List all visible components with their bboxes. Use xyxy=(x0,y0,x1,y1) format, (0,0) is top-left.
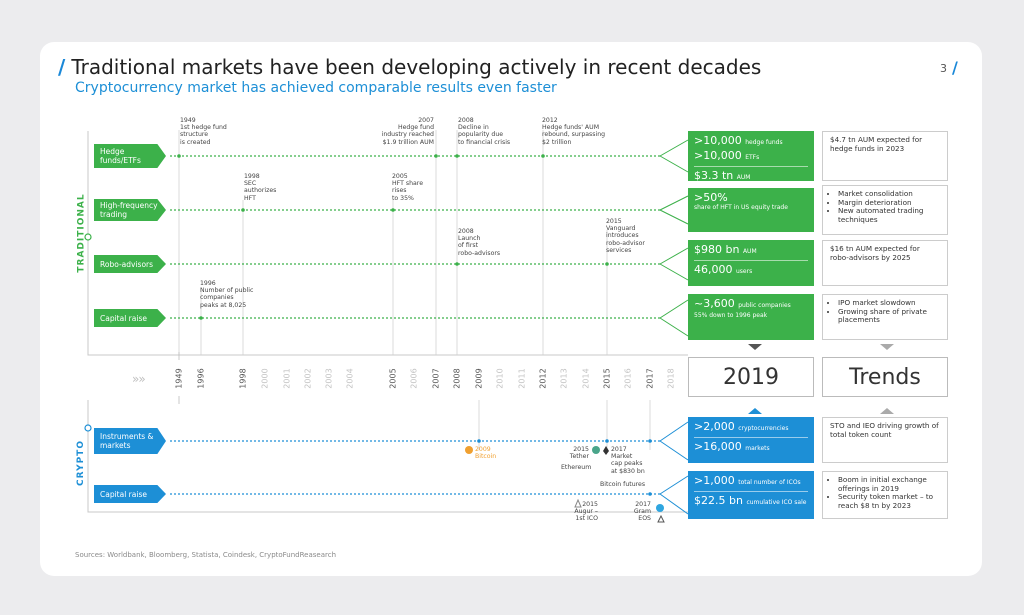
timeline-year: 2009 xyxy=(474,368,484,389)
timeline-year: 1996 xyxy=(196,368,206,389)
sources-footnote: Sources: Worldbank, Bloomberg, Statista,… xyxy=(75,551,337,559)
event-2017-market-cap: 2017 Market cap peaks at $830 bn xyxy=(611,446,645,475)
event-1996-public-companies: 1996 Number of public companies peaks at… xyxy=(200,280,254,309)
timeline-year: 2012 xyxy=(538,368,548,389)
trend-hft: Market consolidationMargin deterioration… xyxy=(822,185,948,235)
timeline-year: 1998 xyxy=(238,368,248,389)
tether-icon xyxy=(592,446,600,454)
timeline-year: 2005 xyxy=(388,368,398,389)
ethereum-icon xyxy=(603,446,609,455)
trend-capital-raise: IPO market slowdownGrowing share of priv… xyxy=(822,294,948,340)
eos-icon xyxy=(657,514,665,523)
section-crypto-label: CRYPTO xyxy=(75,440,86,486)
summary-capital-raise: ~3,600 public companies 55% down to 1996… xyxy=(688,294,814,340)
header-trends: Trends xyxy=(822,357,948,397)
row-instruments-markets: Instruments & markets xyxy=(94,428,166,454)
timeline-year: 2017 xyxy=(645,368,655,389)
augur-icon xyxy=(574,498,582,508)
event-2015-tether: 2015 Tether xyxy=(569,446,589,461)
header-2019: 2019 xyxy=(688,357,814,397)
timeline-year: 2008 xyxy=(452,368,462,389)
timeline-year: 2010 xyxy=(495,368,505,389)
timeline-year: 2018 xyxy=(666,368,676,389)
timeline-year: 2016 xyxy=(623,368,633,389)
timeline-year: 2015 xyxy=(602,368,612,389)
event-bitcoin-futures: Bitcoin futures xyxy=(600,481,646,488)
title-slash-icon: / xyxy=(58,55,66,79)
row-capital-raise-crypto: Capital raise xyxy=(94,485,166,503)
timeline-year: 1949 xyxy=(174,368,184,389)
summary-hedge-funds: >10,000 hedge funds >10,000 ETFs $3.3 tn… xyxy=(688,131,814,182)
page-number: 3 xyxy=(940,62,947,75)
timeline-year: 2002 xyxy=(303,368,313,389)
event-2007-hedge-aum: 2007 Hedge fund industry reached $1.9 tr… xyxy=(381,117,434,146)
section-traditional-label: TRADITIONAL xyxy=(76,193,87,273)
event-1949-hedge-fund: 1949 1st hedge fund structure is created xyxy=(180,117,227,146)
trend-crypto-capital: Boom in initial exchange offerings in 20… xyxy=(822,471,948,519)
summary-crypto-capital: >1,000 total number of ICOs $22.5 bn cum… xyxy=(688,471,814,519)
slide-title: / Traditional markets have been developin… xyxy=(58,55,762,79)
row-hft: High-frequency trading xyxy=(94,199,166,221)
summary-robo-advisors: $980 bn AUM 46,000 users xyxy=(688,240,814,286)
page-slash-icon: / xyxy=(952,58,958,77)
summary-instruments: >2,000 cryptocurrencies >16,000 markets xyxy=(688,417,814,463)
event-2005-hft-share: 2005 HFT share rises to 35% xyxy=(392,173,424,202)
event-2015-augur: 2015 Augur – 1st ICO xyxy=(574,501,598,523)
timeline-year: 2004 xyxy=(345,368,355,389)
timeline-year: 2007 xyxy=(431,368,441,389)
event-2012-rebound: 2012 Hedge funds' AUM rebound, surpassin… xyxy=(542,117,606,146)
event-2017-gram-eos: 2017 Gram EOS xyxy=(633,501,651,523)
timeline-year: 2013 xyxy=(559,368,569,389)
timeline-year: 2014 xyxy=(581,368,591,389)
slide-subtitle: Cryptocurrency market has achieved compa… xyxy=(75,80,557,96)
event-ethereum: Ethereum xyxy=(561,464,592,471)
gram-icon xyxy=(656,504,664,512)
row-hedge-funds: Hedge funds/ETFs xyxy=(94,144,166,168)
summary-hft: >50% share of HFT in US equity trade xyxy=(688,188,814,232)
timeline-arrows-icon: »» xyxy=(132,372,146,386)
event-2009-bitcoin: 2009 Bitcoin xyxy=(475,446,497,461)
timeline-year: 2001 xyxy=(282,368,292,389)
timeline-year: 2006 xyxy=(409,368,419,389)
trend-hedge-funds: $4.7 tn AUM expected for hedge funds in … xyxy=(822,131,948,181)
timeline-year: 2000 xyxy=(260,368,270,389)
timeline-year: 2011 xyxy=(517,368,527,389)
timeline-year: 2003 xyxy=(324,368,334,389)
trend-instruments: STO and IEO driving growth of total toke… xyxy=(822,417,948,463)
event-2008-robo-launch: 2008 Launch of first robo-advisors xyxy=(458,228,501,257)
bitcoin-icon xyxy=(465,446,473,454)
row-capital-raise-traditional: Capital raise xyxy=(94,309,166,327)
event-2008-crisis: 2008 Decline in popularity due to financ… xyxy=(458,117,511,146)
event-1998-sec-hft: 1998 SEC authorizes HFT xyxy=(244,173,277,202)
trend-robo-advisors: $16 tn AUM expected for robo-advisors by… xyxy=(822,240,948,286)
event-2015-vanguard: 2015 Vanguard introduces robo-advisor se… xyxy=(606,218,645,254)
row-robo-advisors: Robo-advisors xyxy=(94,255,166,273)
